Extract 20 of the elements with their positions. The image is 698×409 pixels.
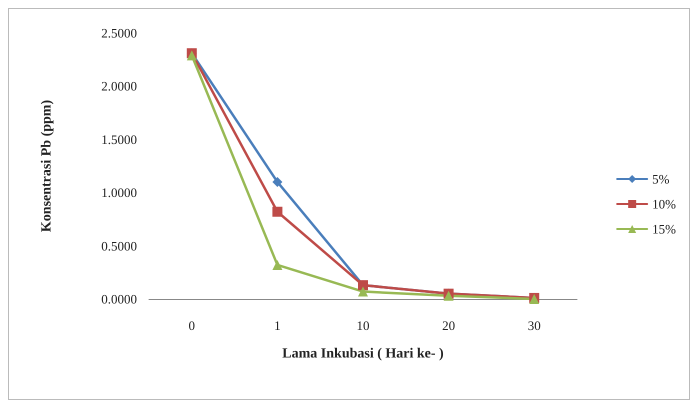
- x-axis-title: Lama Inkubasi ( Hari ke- ): [282, 346, 444, 362]
- point: [272, 260, 282, 270]
- point: [358, 286, 368, 297]
- y-tick-label: 0.0000: [101, 292, 137, 306]
- legend-label: 5%: [652, 172, 670, 186]
- point: [272, 206, 282, 217]
- point: [272, 176, 282, 187]
- y-tick-label: 2.5000: [101, 26, 137, 40]
- x-tick-label: 30: [528, 318, 541, 333]
- y-axis-title: Konsentrasi Pb (ppm): [40, 100, 54, 232]
- x-tick-label: 20: [442, 318, 456, 333]
- x-tick-label: 1: [274, 318, 281, 333]
- y-tick-label: 0.5000: [101, 238, 137, 254]
- x-tick-label: 0: [188, 318, 196, 333]
- legend-label: 10%: [652, 196, 676, 212]
- x-tick-label: 10: [356, 318, 370, 333]
- y-tick-label: 1.5000: [101, 132, 137, 147]
- y-tick-label: 1.0000: [101, 185, 137, 200]
- y-tick-label: 2.0000: [101, 78, 137, 94]
- legend-label: 15%: [652, 222, 676, 236]
